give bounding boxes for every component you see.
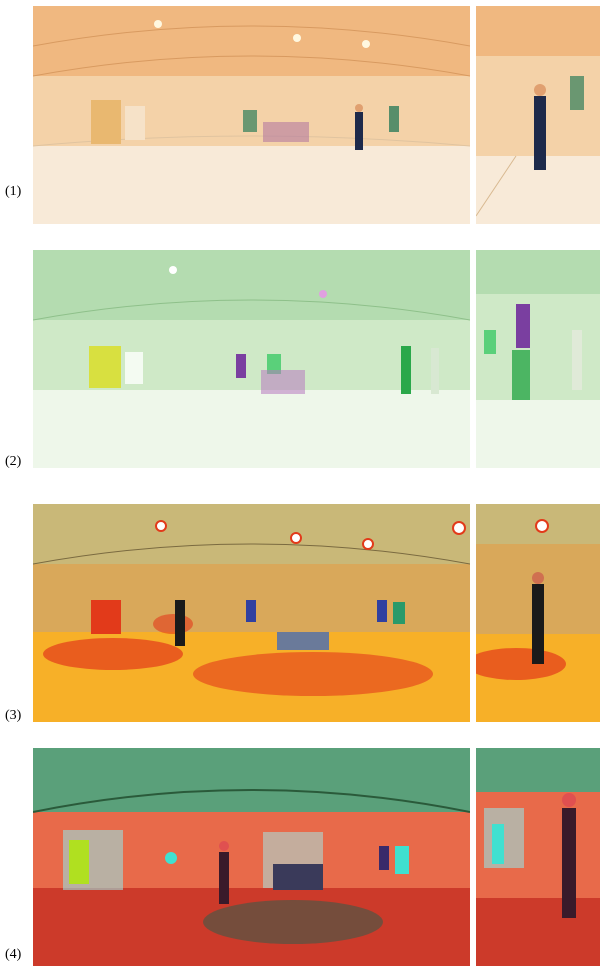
panorama-image-1 — [33, 6, 470, 224]
row-2: (2) — [0, 244, 600, 474]
row-label: (4) — [5, 947, 22, 962]
panorama-image-3 — [33, 504, 470, 722]
crop-image-1 — [476, 6, 600, 224]
row-label: (1) — [5, 184, 22, 199]
row-label: (2) — [5, 454, 22, 469]
crop-image-2 — [476, 250, 600, 468]
row-4: (4) — [0, 742, 600, 966]
panorama-image-4 — [33, 748, 470, 966]
row-3: (3) — [0, 498, 600, 728]
crop-image-4 — [476, 748, 600, 966]
row-label: (3) — [5, 708, 22, 723]
panorama-image-2 — [33, 250, 470, 468]
row-1: (1) — [0, 0, 600, 230]
crop-image-3 — [476, 504, 600, 722]
